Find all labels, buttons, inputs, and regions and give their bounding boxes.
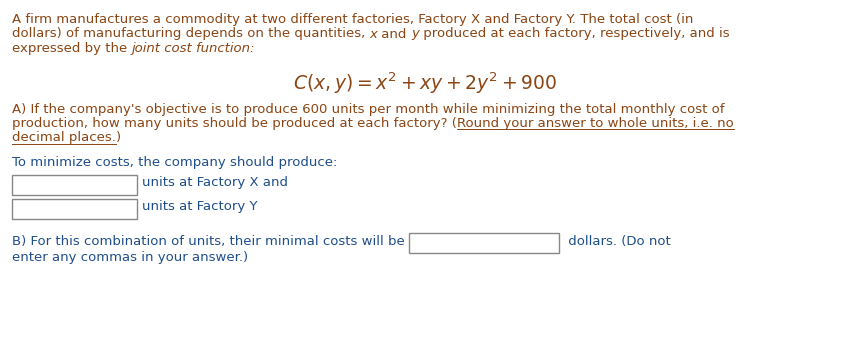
Text: Round your answer to whole units, i.e. no: Round your answer to whole units, i.e. n…: [456, 117, 734, 130]
Text: $C(x, y) = x^2 + xy + 2y^2 + 900$: $C(x, y) = x^2 + xy + 2y^2 + 900$: [293, 71, 557, 96]
Text: expressed by the: expressed by the: [12, 42, 132, 55]
Text: x: x: [370, 28, 377, 40]
Text: produced at each factory, respectively, and is: produced at each factory, respectively, …: [419, 28, 729, 40]
Text: decimal places.: decimal places.: [12, 131, 116, 145]
Text: enter any commas in your answer.): enter any commas in your answer.): [12, 251, 248, 264]
Text: y: y: [411, 28, 419, 40]
Text: units at Factory X and: units at Factory X and: [142, 176, 288, 189]
Bar: [12, 198, 137, 218]
Text: ): ): [116, 131, 121, 145]
Text: To minimize costs, the company should produce:: To minimize costs, the company should pr…: [12, 156, 337, 169]
Text: production, how many units should be produced at each factory? (: production, how many units should be pro…: [12, 117, 457, 130]
Bar: [12, 174, 137, 194]
Text: A firm manufactures a commodity at two different factories, Factory X and Factor: A firm manufactures a commodity at two d…: [12, 13, 694, 26]
Text: B) For this combination of units, their minimal costs will be: B) For this combination of units, their …: [12, 234, 409, 247]
Text: and: and: [377, 28, 411, 40]
Text: dollars) of manufacturing depends on the quantities,: dollars) of manufacturing depends on the…: [12, 28, 370, 40]
Text: units at Factory Y: units at Factory Y: [142, 200, 258, 213]
Bar: [409, 232, 559, 252]
Text: A) If the company's objective is to produce 600 units per month while minimizing: A) If the company's objective is to prod…: [12, 102, 724, 116]
Text: joint cost function:: joint cost function:: [132, 42, 255, 55]
Text: dollars. (Do not: dollars. (Do not: [564, 234, 671, 247]
